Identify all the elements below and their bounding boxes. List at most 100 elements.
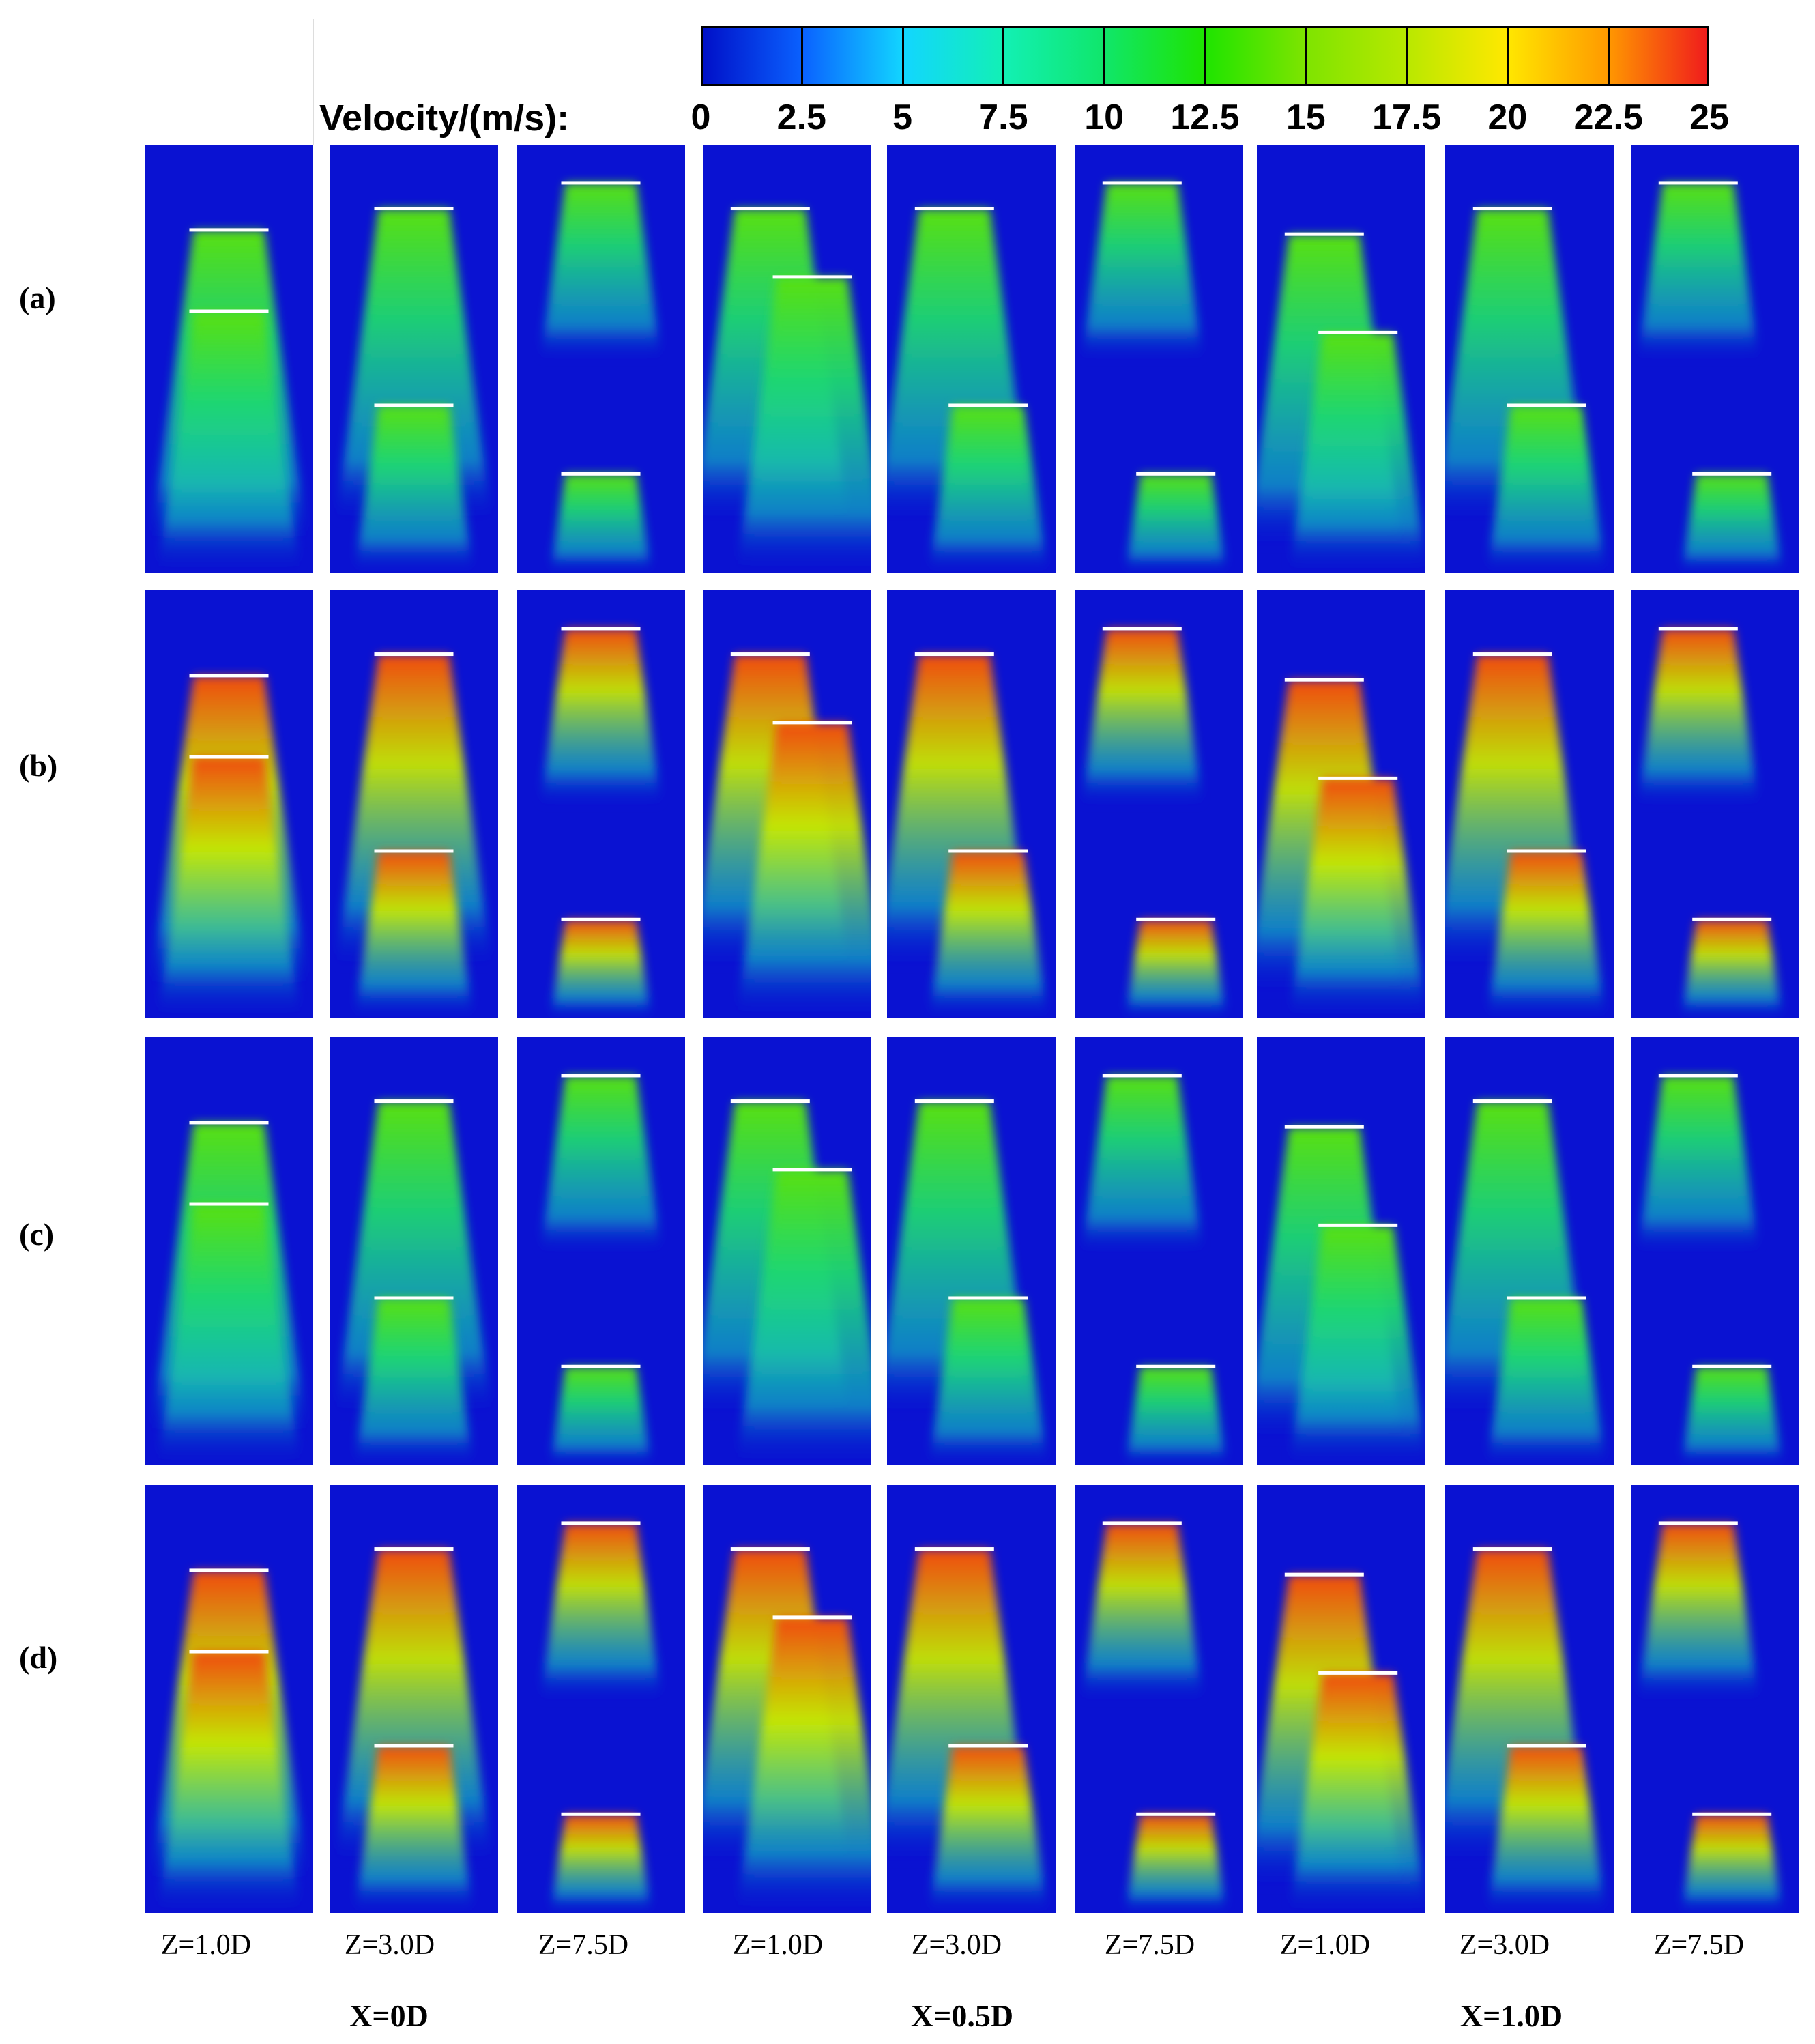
nozzle-exit-line xyxy=(948,403,1028,407)
nozzle-exit-line xyxy=(1507,1296,1586,1300)
jet-plume xyxy=(157,1652,301,1913)
nozzle-exit-line xyxy=(374,1099,454,1104)
colorbar-tick-label: 2.5 xyxy=(776,98,826,137)
nozzle-exit-line xyxy=(1102,1521,1182,1525)
legend-label: Velocity/(m/s): xyxy=(319,98,570,139)
colorbar-tick-label: 20 xyxy=(1487,98,1528,137)
nozzle-exit-line xyxy=(189,1202,269,1206)
nozzle-exit-line xyxy=(1284,678,1364,682)
nozzle-exit-line xyxy=(1318,776,1398,780)
velocity-contour-panel xyxy=(330,590,498,1018)
nozzle-exit-line xyxy=(1472,652,1552,657)
jet-plume xyxy=(540,629,662,807)
nozzle-exit-line xyxy=(1472,207,1552,211)
nozzle-exit-line xyxy=(914,1099,994,1104)
nozzle-exit-line xyxy=(1318,330,1398,334)
nozzle-exit-line xyxy=(374,1296,454,1300)
velocity-contour-panel xyxy=(1445,590,1614,1018)
z-label-col2: Z=3.0D xyxy=(344,1929,435,1961)
jet-plume xyxy=(157,311,301,573)
nozzle-exit-line xyxy=(374,1547,454,1551)
jet-plume xyxy=(1289,1225,1425,1465)
nozzle-exit-line xyxy=(561,1074,641,1078)
nozzle-exit-line xyxy=(1507,1744,1586,1748)
velocity-contour-panel xyxy=(145,1037,313,1465)
velocity-contour-panel xyxy=(887,145,1056,573)
nozzle-exit-line xyxy=(189,1568,269,1572)
jet-plume xyxy=(1081,629,1203,807)
jet-plume xyxy=(1487,1746,1606,1913)
jet-plume xyxy=(1289,332,1425,573)
nozzle-exit-line xyxy=(914,1547,994,1551)
colorbar-tick-label: 25 xyxy=(1689,98,1729,137)
velocity-contour-panel xyxy=(1631,145,1799,573)
velocity-contour-panel xyxy=(703,1037,871,1465)
jet-plume xyxy=(1081,183,1203,361)
velocity-contour-panel xyxy=(330,145,498,573)
velocity-contour-panel xyxy=(1257,145,1425,573)
nozzle-exit-line xyxy=(1692,1812,1772,1816)
velocity-contour-panel xyxy=(330,1037,498,1465)
nozzle-exit-line xyxy=(1507,849,1586,853)
nozzle-exit-line xyxy=(561,627,641,631)
colorbar-tick-label: 22.5 xyxy=(1573,98,1643,137)
z-label-col3: Z=7.5D xyxy=(538,1929,629,1961)
velocity-contour-panel xyxy=(330,1485,498,1913)
velocity-contour-panel xyxy=(145,590,313,1018)
velocity-contour-panel xyxy=(1075,590,1243,1018)
jet-plume xyxy=(354,851,474,1018)
jet-plume xyxy=(1487,851,1606,1018)
row-label-a: (a) xyxy=(19,280,56,315)
colorbar-tick-label: 10 xyxy=(1084,98,1124,137)
jet-plume xyxy=(157,1204,301,1465)
nozzle-exit-line xyxy=(948,1296,1028,1300)
nozzle-exit-line xyxy=(1472,1099,1552,1104)
colorbar-divider xyxy=(1608,26,1610,86)
nozzle-exit-line xyxy=(1136,1364,1216,1368)
jet-plume xyxy=(736,277,871,573)
jet-plume xyxy=(540,1523,662,1701)
jet-plume xyxy=(1637,1076,1759,1254)
nozzle-exit-line xyxy=(1102,1074,1182,1078)
nozzle-exit-line xyxy=(1136,917,1216,921)
colorbar-tick-label: 15 xyxy=(1286,98,1326,137)
nozzle-exit-line xyxy=(948,849,1028,853)
jet-plume xyxy=(736,1617,871,1913)
nozzle-exit-line xyxy=(1472,1547,1552,1551)
jet-plume xyxy=(929,1746,1048,1913)
z-label-col4: Z=1.0D xyxy=(732,1929,824,1961)
jet-plume xyxy=(550,919,652,1018)
row-label-c: (c) xyxy=(19,1217,55,1252)
colorbar-tick-label: 5 xyxy=(892,98,913,137)
nozzle-exit-line xyxy=(561,1521,641,1525)
nozzle-exit-line xyxy=(374,849,454,853)
jet-plume xyxy=(354,405,474,573)
nozzle-exit-line xyxy=(1318,1671,1398,1675)
nozzle-exit-line xyxy=(1284,1572,1364,1577)
jet-plume xyxy=(540,183,662,361)
colorbar-tick-label: 17.5 xyxy=(1371,98,1442,137)
jet-plume xyxy=(1081,1076,1203,1254)
nozzle-exit-line xyxy=(1318,1223,1398,1227)
row-label-b: (b) xyxy=(19,748,58,783)
group-label-x1: X=1.0D xyxy=(1460,1998,1563,2033)
nozzle-exit-line xyxy=(914,652,994,657)
velocity-contour-panel xyxy=(1257,1485,1425,1913)
velocity-contour-panel xyxy=(1631,1037,1799,1465)
jet-plume xyxy=(1681,919,1783,1018)
nozzle-exit-line xyxy=(1658,1521,1738,1525)
colorbar-divider xyxy=(1507,26,1509,86)
nozzle-exit-line xyxy=(374,207,454,211)
colorbar-divider xyxy=(1204,26,1206,86)
z-label-col9: Z=7.5D xyxy=(1653,1929,1745,1961)
nozzle-exit-line xyxy=(561,917,641,921)
velocity-contour-panel xyxy=(1257,590,1425,1018)
velocity-contour-panel xyxy=(1445,1037,1614,1465)
nozzle-exit-line xyxy=(1658,627,1738,631)
velocity-contour-panel xyxy=(1445,1485,1614,1913)
jet-plume xyxy=(1289,1673,1425,1913)
nozzle-exit-line xyxy=(1284,1125,1364,1129)
nozzle-exit-line xyxy=(189,309,269,313)
velocity-contour-panel xyxy=(1631,1485,1799,1913)
jet-plume xyxy=(1681,1814,1783,1913)
